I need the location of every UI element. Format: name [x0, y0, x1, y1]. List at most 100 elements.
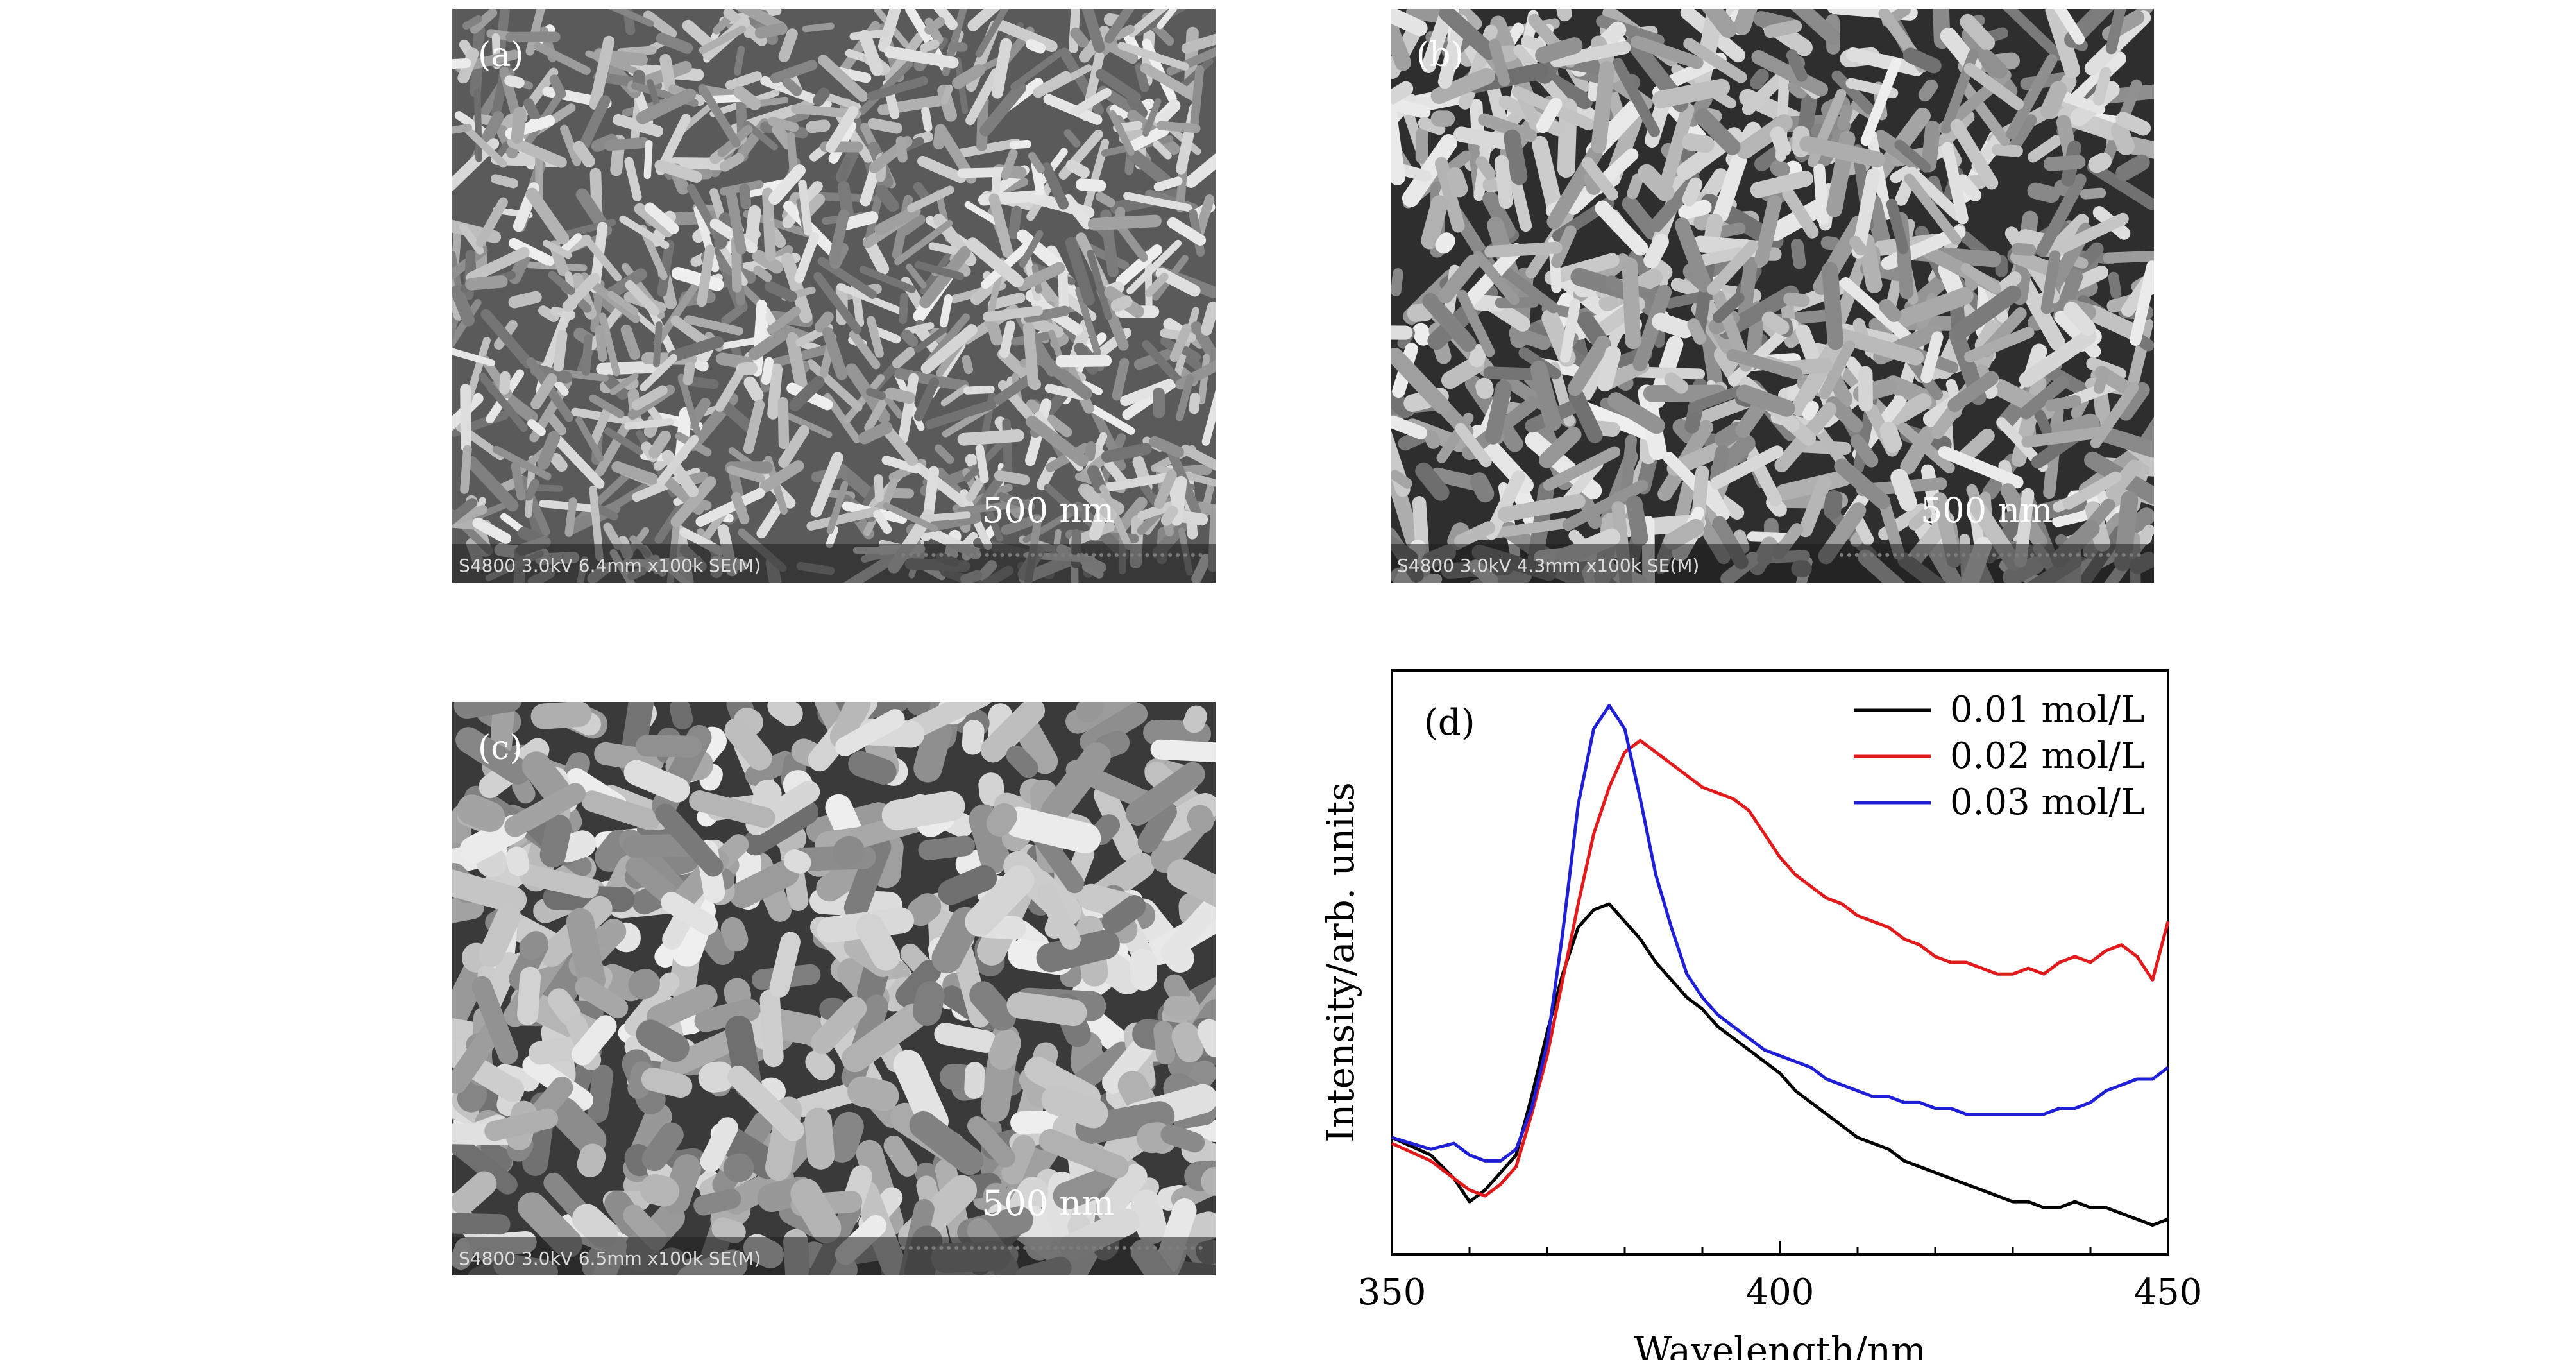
nanorod [793, 1082, 861, 1118]
nanorod [1790, 337, 1843, 416]
nanorod [452, 1213, 511, 1235]
nanorod [1964, 327, 2035, 363]
x-axis-label: Wavelength/nm [1634, 1329, 1926, 1360]
nanorod [947, 42, 968, 52]
nanorod [538, 305, 559, 322]
nanorod [1607, 392, 1665, 434]
nanorod [619, 215, 670, 249]
nanorod [1415, 127, 1429, 164]
panel-label-b: (b) [1416, 36, 1464, 74]
nanorod [721, 305, 744, 325]
nanorod [2037, 9, 2085, 45]
nanorod [2054, 311, 2101, 359]
nanorod [646, 984, 718, 1030]
nanorod [657, 239, 675, 297]
nanorod [1023, 305, 1071, 323]
nanorod [1391, 347, 1451, 414]
nanorod [847, 1076, 899, 1111]
nanorod [1402, 134, 1458, 207]
nanorod [2087, 161, 2154, 210]
nanorod [764, 280, 797, 302]
sem-panel-b: (b) 500 nm S4800 3.0kV 4.3mm x100k SE(M) [1391, 9, 2154, 583]
nanorod [1798, 475, 1832, 538]
nanorod [1019, 230, 1044, 268]
nanorod [1960, 13, 1996, 51]
nanorod [1539, 426, 1582, 468]
nanorod [589, 394, 625, 418]
nanorod [2105, 9, 2128, 55]
nanorod [822, 327, 848, 380]
nanorod [644, 202, 679, 234]
nanorod [754, 22, 788, 39]
nanorod [734, 46, 745, 76]
nanorod [815, 311, 834, 333]
nanorod [1189, 392, 1201, 414]
nanorod [1055, 354, 1112, 368]
nanorod [641, 1067, 693, 1098]
nanorod [670, 476, 716, 528]
nanorod [1850, 434, 1879, 468]
nanorod [505, 846, 530, 876]
sem-image-a [452, 9, 1216, 583]
nanorod [806, 119, 831, 133]
nanorod [1632, 284, 1672, 371]
nanorod [1963, 62, 2024, 110]
nanorod [1114, 24, 1135, 40]
nanorod [471, 976, 518, 1065]
nanorod [1081, 380, 1103, 395]
nanorod [1950, 119, 1999, 190]
nanorod [914, 261, 964, 280]
nanorod [1782, 187, 1819, 239]
nanorod [1187, 805, 1214, 834]
nanorod [826, 481, 849, 534]
nanorod [982, 305, 1043, 322]
nanorod [1166, 859, 1216, 916]
meta-text-a: S4800 3.0kV 6.4mm x100k SE(M) [459, 555, 761, 576]
nanorod [1037, 148, 1068, 187]
nanorod [452, 1132, 518, 1195]
nanorod [1125, 762, 1205, 826]
nanorod [1144, 272, 1169, 298]
nanorod [453, 702, 523, 719]
nanorod [713, 15, 731, 35]
nanorod [1851, 168, 1880, 259]
nanorod [1044, 484, 1081, 518]
nanorod [967, 1116, 1015, 1168]
nanorod [492, 445, 552, 481]
nanorod [1736, 114, 1793, 159]
nanorod [697, 244, 715, 307]
nanorod [1101, 895, 1146, 933]
nanorod [465, 456, 519, 512]
nanorod [636, 88, 697, 124]
nanorod [711, 1217, 746, 1243]
nanorod [824, 393, 861, 443]
nanorod [1620, 434, 1638, 505]
nanorod [1477, 518, 1570, 540]
nanorod [739, 183, 752, 209]
nanorod [1700, 9, 1737, 38]
nanorod [881, 790, 965, 831]
nanorod [866, 316, 884, 358]
nanorod [1126, 148, 1171, 186]
sem-panel-c: (c) 500 nm S4800 3.0kV 6.5mm x100k SE(M) [452, 702, 1216, 1275]
nanorod [537, 431, 561, 470]
nanorod [1612, 58, 1660, 137]
nanorod [1075, 287, 1101, 357]
nanorod [727, 1065, 804, 1141]
nanorod [1072, 1041, 1133, 1092]
nanorod [716, 397, 756, 434]
nanorod [1652, 78, 1731, 108]
nanorod [733, 85, 761, 110]
nanorod [1457, 289, 1495, 357]
nanorod [848, 751, 897, 785]
nanorod [631, 385, 668, 411]
nanorod [988, 193, 1013, 259]
nanorod [2045, 395, 2081, 412]
nanorod [842, 1003, 927, 1073]
nanorod [913, 182, 929, 201]
nanorod [1568, 388, 1603, 443]
nanorod [1181, 28, 1216, 54]
nanorod [475, 197, 508, 248]
nanorod [1421, 195, 1448, 250]
nanorod [571, 1015, 617, 1066]
